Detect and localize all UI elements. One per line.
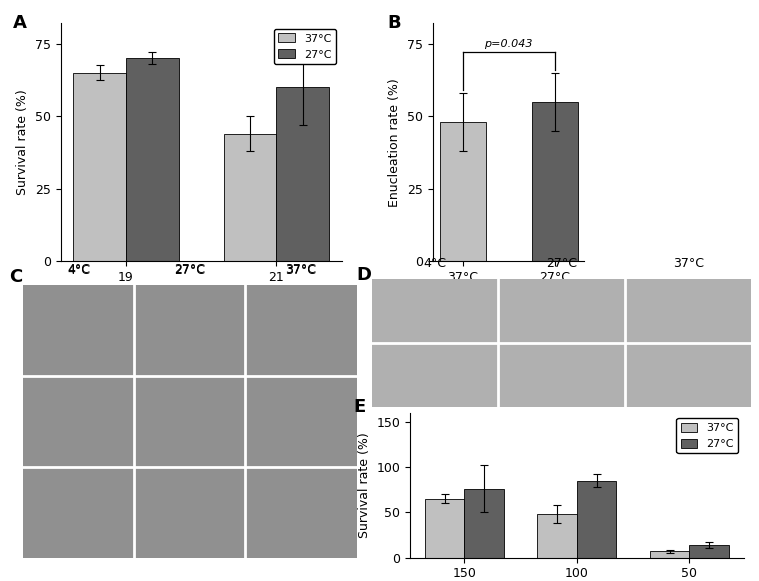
Text: C: C xyxy=(9,268,23,286)
Bar xyxy=(439,122,486,261)
Text: 27°C: 27°C xyxy=(546,257,577,270)
Bar xyxy=(537,514,577,558)
Text: 27°C: 27°C xyxy=(175,263,205,276)
Text: 4°C: 4°C xyxy=(67,264,90,277)
Bar xyxy=(276,87,329,261)
Bar xyxy=(650,551,689,558)
Text: 27°C: 27°C xyxy=(175,264,205,277)
Text: A: A xyxy=(13,14,27,32)
Bar xyxy=(689,545,729,558)
Bar xyxy=(531,102,578,261)
Text: 4°C: 4°C xyxy=(67,263,90,276)
Bar xyxy=(425,498,465,558)
Y-axis label: Survival rate (%): Survival rate (%) xyxy=(357,432,370,538)
X-axis label: Days: Days xyxy=(185,290,217,303)
Y-axis label: Enucleation rate (%): Enucleation rate (%) xyxy=(389,78,402,207)
Text: p=0.043: p=0.043 xyxy=(484,40,533,49)
Text: D: D xyxy=(357,266,372,284)
Legend: 37°C, 27°C: 37°C, 27°C xyxy=(274,29,336,64)
Text: 37°C: 37°C xyxy=(285,263,317,276)
Legend: 37°C, 27°C: 37°C, 27°C xyxy=(676,418,739,453)
Bar xyxy=(74,73,126,261)
Bar xyxy=(465,489,504,558)
Text: 37°C: 37°C xyxy=(672,257,704,270)
Text: E: E xyxy=(353,398,365,416)
Text: 37°C: 37°C xyxy=(285,264,317,277)
Y-axis label: Survival rate (%): Survival rate (%) xyxy=(17,89,30,195)
Bar xyxy=(577,480,616,558)
Text: B: B xyxy=(387,14,401,32)
Text: 4°C: 4°C xyxy=(424,257,446,270)
Bar xyxy=(126,58,178,261)
Bar xyxy=(224,134,276,261)
